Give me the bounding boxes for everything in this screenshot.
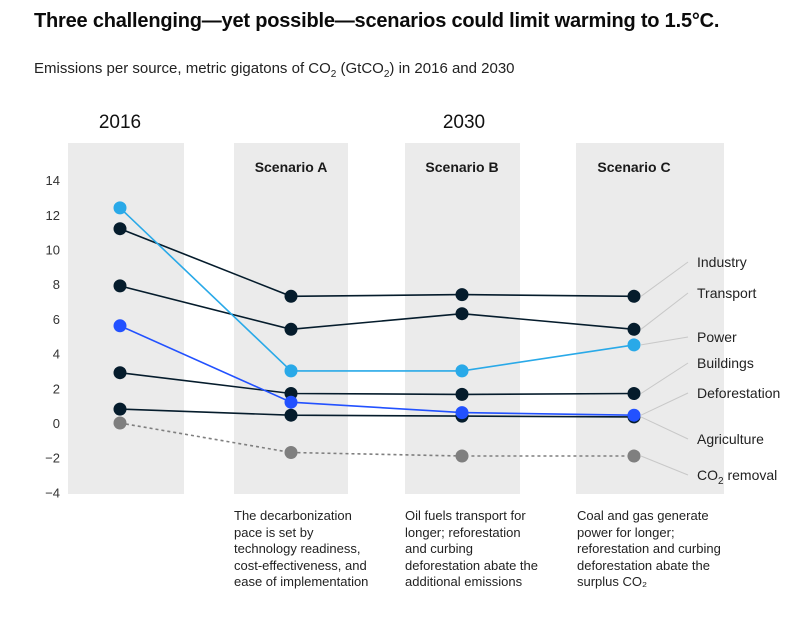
point-agriculture-0	[113, 402, 127, 416]
point-deforestation-3	[627, 408, 641, 422]
point-transport-2	[455, 307, 469, 321]
point-power-0	[113, 201, 127, 215]
y-tick-10: 10	[46, 243, 60, 258]
point-transport-1	[284, 322, 298, 336]
point-industry-1	[284, 289, 298, 303]
scenario-header-1: Scenario A	[255, 159, 328, 175]
subtitle-years: ) in 2016 and 2030	[389, 60, 515, 77]
y-tick-0: 0	[53, 416, 60, 431]
legend-label-co-removal: CO2 removal	[697, 467, 777, 487]
chart-subtitle: Emissions per source, metric gigatons of…	[34, 60, 515, 80]
point-power-1	[284, 364, 298, 378]
connector-buildings	[640, 362, 689, 394]
panel-gap-b-c	[520, 143, 576, 494]
point-transport-3	[627, 322, 641, 336]
scenario-b-note: Oil fuels transport for longer; reforest…	[405, 508, 538, 589]
subtitle-subscript-2: 2	[383, 69, 390, 80]
scenario-header-3: Scenario C	[597, 159, 670, 175]
connector-agriculture	[640, 416, 689, 440]
point-industry-0	[113, 222, 127, 236]
legend-label-buildings: Buildings	[697, 355, 754, 371]
series-line-co-removal	[119, 422, 634, 457]
scenario-header-2: Scenario B	[425, 159, 498, 175]
point-deforestation-2	[455, 406, 469, 420]
y-tick-4: 4	[53, 347, 60, 362]
y-tick-14: 14	[46, 173, 60, 188]
panel-2016	[68, 143, 184, 494]
legend-label-industry: Industry	[697, 254, 747, 270]
panel-gap-a-b	[348, 143, 405, 494]
point-power-3	[627, 338, 641, 352]
scenario-c-note: Coal and gas generate power for longer; …	[577, 508, 721, 589]
connector-deforestation	[640, 392, 689, 416]
series-line-buildings	[119, 371, 635, 396]
legend-label-deforestation: Deforestation	[697, 385, 780, 401]
legend-label-transport: Transport	[697, 285, 757, 301]
series-line-deforestation	[119, 325, 635, 416]
point-co-removal-0	[113, 416, 127, 430]
point-co-removal-1	[284, 446, 298, 459]
point-deforestation-1	[284, 395, 298, 409]
point-co-removal-3	[627, 449, 641, 463]
legend-label-agriculture: Agriculture	[697, 431, 764, 447]
point-agriculture-1	[284, 408, 298, 422]
point-buildings-3	[627, 387, 641, 400]
point-buildings-2	[455, 387, 469, 401]
year-label-2030: 2030	[443, 112, 485, 133]
series-line-agriculture	[119, 408, 635, 418]
panel-2030	[234, 143, 724, 494]
point-co-removal-2	[455, 449, 469, 463]
chart-title: Three challenging—yet possible—scenarios…	[34, 10, 720, 32]
year-label-2016: 2016	[99, 112, 141, 133]
series-line-power	[119, 207, 635, 372]
y-tick-12: 12	[46, 208, 60, 223]
subtitle-text: Emissions per source, metric gigatons of…	[34, 60, 331, 77]
subtitle-subscript: 2	[330, 69, 337, 80]
connector-industry	[640, 261, 689, 297]
y-tick-8: 8	[53, 277, 60, 292]
connector-co-removal	[640, 455, 689, 476]
y-tick--4: −4	[45, 485, 60, 500]
point-industry-2	[455, 288, 469, 302]
y-tick-6: 6	[53, 312, 60, 327]
point-transport-0	[113, 279, 127, 293]
point-buildings-0	[113, 366, 127, 380]
connector-transport	[640, 292, 689, 330]
y-tick--2: −2	[45, 451, 60, 466]
legend-label-power: Power	[697, 329, 737, 345]
series-line-transport	[119, 285, 635, 331]
point-power-2	[455, 364, 469, 378]
point-deforestation-0	[113, 319, 127, 333]
connector-power	[640, 336, 689, 346]
y-tick-2: 2	[53, 381, 60, 396]
point-industry-3	[627, 289, 641, 303]
subtitle-unit: (GtCO	[336, 60, 384, 77]
scenario-a-note: The decarbonization pace is set by techn…	[234, 508, 369, 589]
series-line-industry	[119, 227, 635, 298]
